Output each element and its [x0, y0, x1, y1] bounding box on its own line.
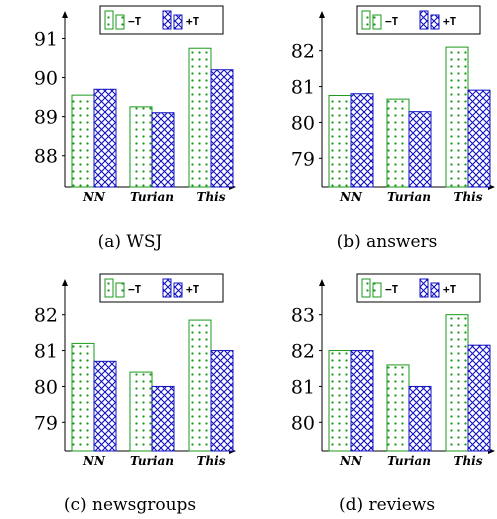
- legend-swatch-plus-t: [162, 10, 172, 30]
- subfigure-caption: (b) answers: [337, 232, 438, 252]
- y-tick-label: 80: [34, 376, 58, 398]
- legend-swatch-minus-t: [361, 10, 371, 30]
- bar-minus-t: [386, 364, 410, 452]
- bar-minus-t: [129, 371, 153, 452]
- bar-minus-t: [328, 350, 352, 452]
- bar-minus-t: [445, 46, 469, 188]
- y-tick-label: 82: [291, 341, 315, 363]
- y-tick-label: 82: [34, 305, 58, 327]
- chart-panel: 79 80 81 82 NN Turian This −T +T (b) answers: [291, 5, 495, 252]
- bar-plus-t: [408, 111, 432, 188]
- y-tick-label: 81: [34, 341, 58, 363]
- bar-plus-t: [210, 69, 234, 188]
- legend-swatch-minus-t: [104, 278, 114, 298]
- category-label: This: [454, 454, 483, 468]
- bar-plus-t: [93, 88, 117, 188]
- y-tick-label: 89: [34, 107, 58, 129]
- bar-minus-t: [188, 47, 212, 188]
- legend-swatch-plus-t: [419, 278, 429, 298]
- legend-label-plus-t: +T: [186, 15, 200, 28]
- legend-swatch-plus-t: [173, 282, 183, 298]
- category-label: This: [454, 190, 483, 204]
- legend-label-plus-t: +T: [186, 283, 200, 296]
- category-label: Turian: [130, 454, 174, 468]
- category-label: Turian: [387, 190, 431, 204]
- legend-swatch-plus-t: [162, 278, 172, 298]
- bar-plus-t: [210, 350, 234, 452]
- bar-plus-t: [151, 112, 175, 188]
- category-label: This: [197, 190, 226, 204]
- y-tick-label: 79: [34, 412, 58, 434]
- y-tick-label: 81: [291, 376, 315, 398]
- bar-plus-t: [350, 350, 374, 452]
- bar-minus-t: [386, 98, 410, 188]
- y-tick-label: 90: [34, 68, 58, 90]
- legend-swatch-plus-t: [430, 14, 440, 30]
- y-tick-label: 83: [291, 305, 315, 327]
- y-tick-label: 81: [291, 77, 315, 99]
- bar-plus-t: [467, 344, 491, 452]
- bar-minus-t: [328, 95, 352, 188]
- subfigure-caption: (d) reviews: [339, 495, 435, 515]
- chart-panel: 79 80 81 82 NN Turian This −T +T (c) newsgroups: [34, 273, 236, 515]
- legend-swatch-minus-t: [104, 10, 114, 30]
- category-label: Turian: [387, 454, 431, 468]
- chart-panel: 88 89 90 91 NN Turian This −T +T (a) WSJ: [34, 5, 236, 252]
- bar-minus-t: [71, 342, 95, 452]
- y-tick-label: 80: [291, 112, 315, 134]
- legend-label-minus-t: −T: [128, 15, 142, 28]
- legend-label-minus-t: −T: [385, 283, 399, 296]
- legend-label-plus-t: +T: [443, 15, 457, 28]
- chart-panel: 80 81 82 83 NN Turian This −T +T (d) reviews: [291, 273, 495, 515]
- y-tick-label: 88: [34, 146, 58, 168]
- legend-label-minus-t: −T: [385, 15, 399, 28]
- legend-swatch-minus-t: [372, 282, 382, 298]
- legend-swatch-minus-t: [361, 278, 371, 298]
- subfigure-caption: (c) newsgroups: [64, 495, 196, 515]
- category-label: NN: [339, 190, 363, 204]
- bar-minus-t: [129, 106, 153, 188]
- y-tick-label: 91: [34, 28, 58, 50]
- subfigure-caption: (a) WSJ: [98, 232, 163, 252]
- bar-plus-t: [408, 385, 432, 452]
- y-tick-label: 80: [291, 412, 315, 434]
- bar-minus-t: [71, 94, 95, 188]
- legend-swatch-plus-t: [173, 14, 183, 30]
- legend-label-plus-t: +T: [443, 283, 457, 296]
- category-label: NN: [339, 454, 363, 468]
- legend-swatch-plus-t: [419, 10, 429, 30]
- bar-minus-t: [445, 314, 469, 452]
- bar-plus-t: [350, 93, 374, 188]
- category-label: NN: [82, 454, 106, 468]
- bar-plus-t: [151, 385, 175, 452]
- legend-swatch-minus-t: [115, 14, 125, 30]
- y-tick-label: 79: [291, 148, 315, 170]
- bar-plus-t: [93, 360, 117, 452]
- bar-plus-t: [467, 89, 491, 188]
- legend-label-minus-t: −T: [128, 283, 142, 296]
- legend-swatch-minus-t: [115, 282, 125, 298]
- category-label: This: [197, 454, 226, 468]
- y-tick-label: 82: [291, 41, 315, 63]
- category-label: Turian: [130, 190, 174, 204]
- category-label: NN: [82, 190, 106, 204]
- legend-swatch-minus-t: [372, 14, 382, 30]
- legend-swatch-plus-t: [430, 282, 440, 298]
- bar-minus-t: [188, 319, 212, 452]
